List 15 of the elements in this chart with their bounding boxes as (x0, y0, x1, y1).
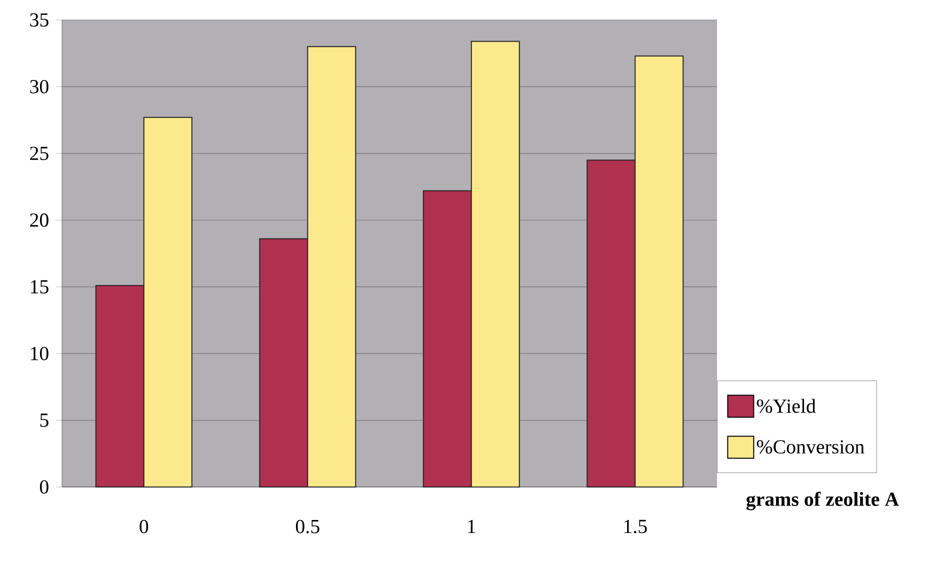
y-tick-label: 5 (40, 414, 48, 427)
x-tick-label: 1.5 (624, 520, 647, 534)
x-tick-label: 0.5 (296, 520, 320, 534)
x-tick-label: 0 (140, 520, 148, 534)
x-tick-label: 1 (468, 520, 476, 533)
legend-label: %Yield (756, 398, 816, 413)
y-tick-label: 35 (30, 13, 48, 27)
y-tick-label: 30 (30, 80, 48, 94)
y-tick-label: 20 (30, 213, 48, 227)
y-tick-label: 15 (30, 280, 48, 294)
x-axis-title: grams of zeolite A (746, 492, 899, 510)
y-tick-label: 25 (30, 146, 48, 160)
y-tick-label: 10 (30, 346, 48, 360)
y-tick-label: 0 (40, 480, 48, 494)
legend-label: %Conversion (756, 440, 864, 454)
